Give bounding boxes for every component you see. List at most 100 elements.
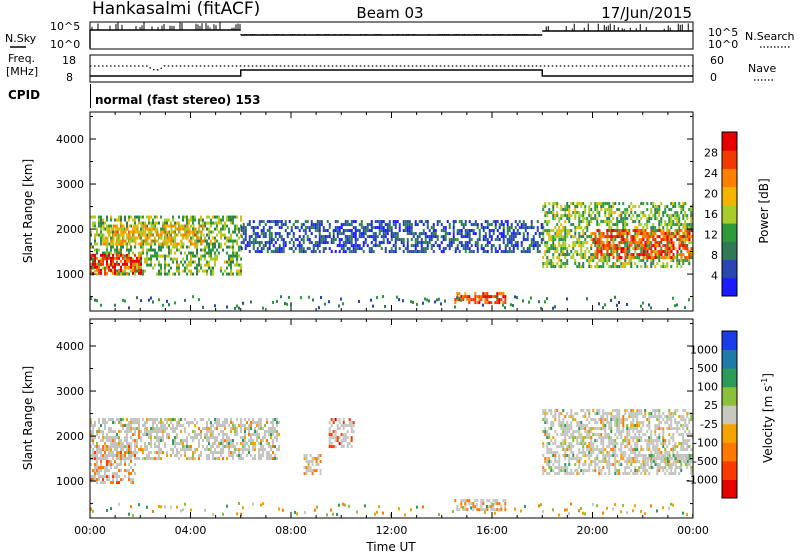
data-cell xyxy=(204,257,206,261)
data-cell xyxy=(598,244,601,248)
data-cell xyxy=(336,427,339,431)
data-cell xyxy=(198,442,200,446)
data-cell xyxy=(598,235,601,239)
data-cell xyxy=(522,226,525,230)
data-cell xyxy=(680,223,683,227)
data-cell xyxy=(118,215,120,219)
data-cell xyxy=(544,415,547,419)
data-cell xyxy=(554,457,557,461)
data-cell xyxy=(222,439,224,443)
data-cell xyxy=(192,230,195,234)
data-cell xyxy=(250,442,252,446)
data-cell xyxy=(468,250,471,254)
data-cell xyxy=(604,457,607,461)
data-cell xyxy=(486,238,489,242)
data-cell xyxy=(488,499,491,503)
data-cell xyxy=(416,250,419,254)
data-cell xyxy=(564,442,567,446)
data-cell xyxy=(570,250,573,254)
data-cell xyxy=(576,439,579,443)
data-cell xyxy=(520,244,523,248)
data-cell xyxy=(552,262,555,266)
data-cell xyxy=(134,418,136,422)
data-cell xyxy=(560,238,563,242)
data-cell xyxy=(222,224,224,228)
data-cell xyxy=(222,272,224,276)
data-cell xyxy=(212,245,214,249)
data-cell xyxy=(248,238,251,242)
data-cell xyxy=(92,245,94,249)
data-cell xyxy=(626,223,629,227)
data-cell xyxy=(266,220,269,224)
data-cell xyxy=(326,229,329,233)
data-cell xyxy=(162,303,164,307)
data-cell xyxy=(658,208,661,212)
data-cell xyxy=(508,250,511,254)
data-cell xyxy=(622,202,625,206)
data-cell xyxy=(682,235,685,239)
data-cell xyxy=(92,448,94,452)
data-cell xyxy=(600,250,603,254)
data-cell xyxy=(600,232,603,236)
data-cell xyxy=(574,259,577,263)
data-cell xyxy=(450,241,453,245)
data-cell xyxy=(307,463,310,467)
data-cell xyxy=(658,223,661,227)
data-cell xyxy=(296,220,299,224)
data-cell xyxy=(210,421,212,425)
data-cell xyxy=(380,220,383,224)
data-cell xyxy=(232,451,234,455)
data-cell xyxy=(588,463,591,467)
data-cell xyxy=(106,248,108,252)
data-cell xyxy=(452,232,455,236)
data-cell xyxy=(626,208,629,212)
data-cell xyxy=(128,239,131,243)
data-cell xyxy=(158,298,160,302)
data-cell xyxy=(608,445,611,449)
data-cell xyxy=(496,250,499,254)
data-cell xyxy=(350,244,353,248)
data-cell xyxy=(414,247,417,251)
data-cell xyxy=(90,439,92,443)
data-cell xyxy=(688,259,691,263)
data-cell xyxy=(466,247,469,251)
data-cell xyxy=(564,265,567,269)
data-cell xyxy=(218,245,220,249)
data-cell xyxy=(100,481,102,485)
data-cell xyxy=(398,247,401,251)
data-cell xyxy=(102,221,104,225)
data-cell xyxy=(394,235,397,239)
data-cell xyxy=(150,245,152,249)
data-cell xyxy=(128,218,130,222)
data-cell xyxy=(558,238,561,242)
data-cell xyxy=(494,502,497,506)
data-cell xyxy=(658,256,661,260)
data-cell xyxy=(476,244,479,248)
data-cell xyxy=(472,229,475,233)
data-cell xyxy=(244,439,246,443)
data-cell xyxy=(134,451,136,455)
data-cell xyxy=(502,226,505,230)
data-cell xyxy=(90,454,92,458)
data-cell xyxy=(634,256,637,260)
data-cell xyxy=(146,215,148,219)
data-cell xyxy=(340,433,343,437)
data-cell xyxy=(120,230,123,234)
data-cell xyxy=(614,223,617,227)
data-cell xyxy=(574,205,577,209)
data-cell xyxy=(606,451,609,455)
data-cell xyxy=(305,457,308,461)
data-cell xyxy=(298,247,301,251)
data-cell xyxy=(612,256,615,260)
data-cell xyxy=(306,220,309,224)
data-cell xyxy=(214,260,216,264)
data-cell xyxy=(364,229,367,233)
data-cell xyxy=(112,478,114,482)
data-cell xyxy=(578,232,581,236)
data-cell xyxy=(640,259,643,263)
data-cell xyxy=(128,457,130,461)
data-cell xyxy=(132,478,134,482)
data-cell xyxy=(640,223,643,227)
data-cell xyxy=(574,457,577,461)
data-cell xyxy=(92,439,94,443)
